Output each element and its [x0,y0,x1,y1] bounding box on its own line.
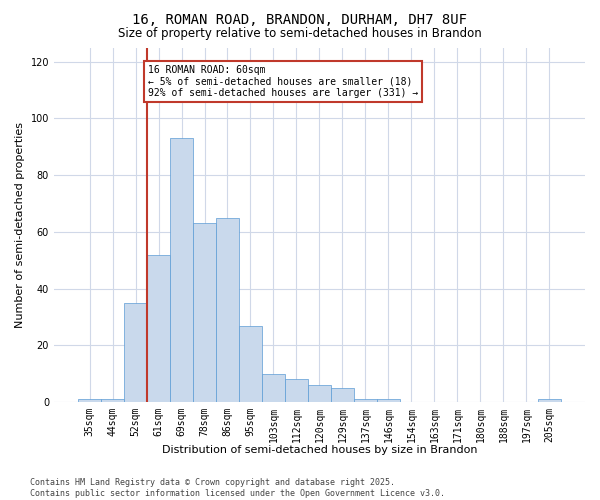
Bar [170,138,193,402]
Bar [124,303,147,402]
Bar [308,385,331,402]
Bar [78,400,101,402]
Bar [193,224,216,402]
Bar [101,400,124,402]
Bar [239,326,262,402]
Bar [377,400,400,402]
Text: Size of property relative to semi-detached houses in Brandon: Size of property relative to semi-detach… [118,28,482,40]
Bar [354,400,377,402]
X-axis label: Distribution of semi-detached houses by size in Brandon: Distribution of semi-detached houses by … [162,445,477,455]
Bar [538,400,561,402]
Y-axis label: Number of semi-detached properties: Number of semi-detached properties [15,122,25,328]
Text: 16, ROMAN ROAD, BRANDON, DURHAM, DH7 8UF: 16, ROMAN ROAD, BRANDON, DURHAM, DH7 8UF [133,12,467,26]
Bar [262,374,285,402]
Bar [216,218,239,402]
Text: 16 ROMAN ROAD: 60sqm
← 5% of semi-detached houses are smaller (18)
92% of semi-d: 16 ROMAN ROAD: 60sqm ← 5% of semi-detach… [148,64,418,98]
Bar [331,388,354,402]
Text: Contains HM Land Registry data © Crown copyright and database right 2025.
Contai: Contains HM Land Registry data © Crown c… [30,478,445,498]
Bar [147,254,170,402]
Bar [285,380,308,402]
